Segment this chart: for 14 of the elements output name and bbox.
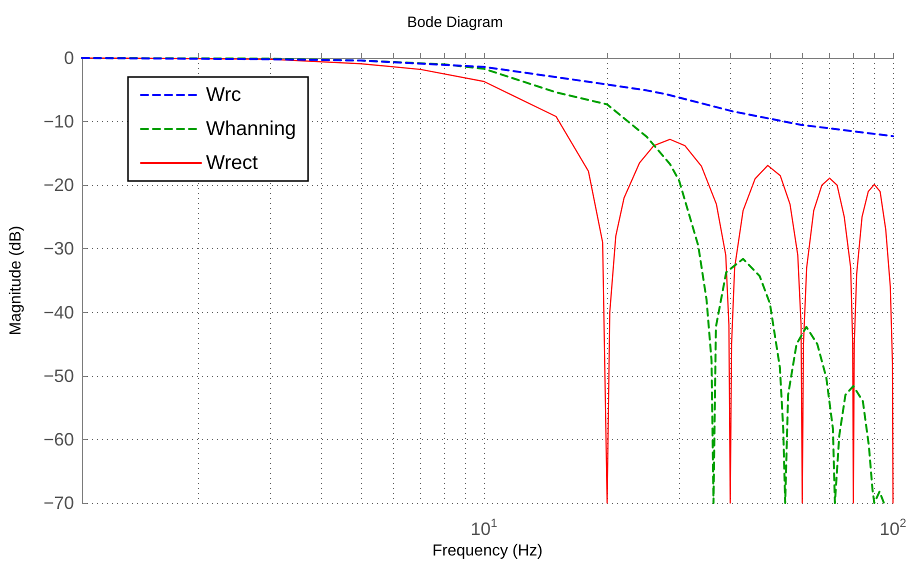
y-tick-label: −60 bbox=[43, 429, 74, 450]
y-tick-label: −50 bbox=[43, 366, 74, 386]
legend-label: Whanning bbox=[206, 118, 296, 140]
y-tick-label: −40 bbox=[43, 302, 74, 322]
y-axis-title: Magnitude (dB) bbox=[8, 226, 24, 336]
x-axis-title: Frequency (Hz) bbox=[432, 542, 543, 560]
legend-label: Wrect bbox=[206, 152, 258, 174]
legend-label: Wrc bbox=[206, 84, 242, 106]
y-tick-label: −10 bbox=[43, 112, 74, 132]
y-tick-label: −20 bbox=[43, 175, 74, 196]
y-tick-label: 0 bbox=[64, 48, 74, 68]
y-tick-label: −30 bbox=[43, 238, 74, 259]
y-tick-label: −70 bbox=[43, 493, 74, 513]
chart-title: Bode Diagram bbox=[407, 14, 503, 31]
